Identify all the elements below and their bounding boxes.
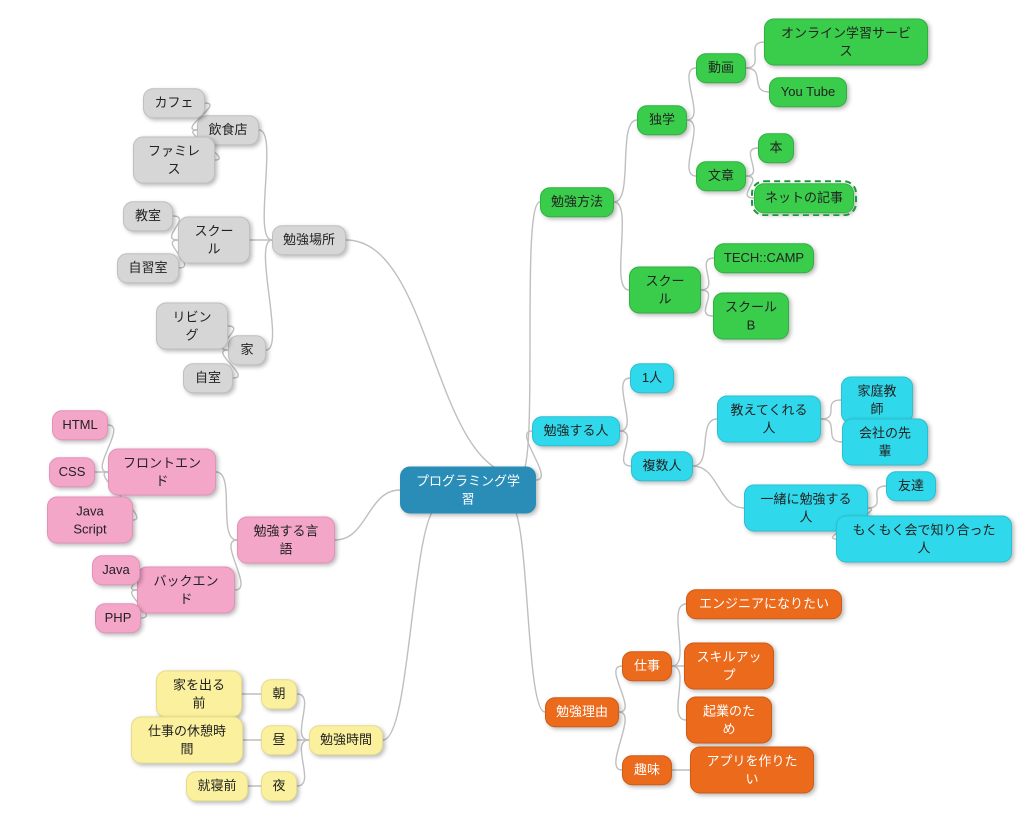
node-g8[interactable]: 家	[228, 335, 266, 365]
node-p3[interactable]: HTML	[52, 410, 108, 440]
node-y1[interactable]: 勉強時間	[309, 725, 383, 755]
node-g6[interactable]: 教室	[123, 201, 173, 231]
node-m2[interactable]: 独学	[637, 105, 687, 135]
node-g4[interactable]: ファミレス	[133, 136, 215, 183]
node-p8[interactable]: PHP	[95, 603, 141, 633]
node-p1[interactable]: 勉強する言語	[237, 516, 335, 563]
node-p7[interactable]: Java	[92, 555, 140, 585]
node-s9[interactable]: もくもく会で知り合った人	[836, 515, 1012, 562]
node-r5[interactable]: 起業のため	[686, 696, 772, 743]
node-m11[interactable]: スクール B	[713, 292, 789, 339]
node-r2[interactable]: 仕事	[622, 651, 672, 681]
node-m4[interactable]: オンライン学習サービス	[764, 18, 928, 65]
node-m10[interactable]: TECH::CAMP	[714, 243, 814, 273]
node-s6[interactable]: 会社の先輩	[842, 418, 928, 465]
node-m1[interactable]: 勉強方法	[540, 187, 614, 217]
node-g9[interactable]: リビング	[156, 302, 228, 349]
node-r4[interactable]: スキルアッ プ	[684, 642, 774, 689]
node-p5[interactable]: Java Script	[47, 496, 133, 543]
node-r1[interactable]: 勉強理由	[545, 697, 619, 727]
node-s3[interactable]: 複数人	[631, 451, 693, 481]
node-s2[interactable]: 1人	[630, 363, 674, 393]
node-m3[interactable]: 動画	[696, 53, 746, 83]
node-g1[interactable]: 勉強場所	[272, 225, 346, 255]
node-g7[interactable]: 自習室	[117, 253, 179, 283]
node-m6[interactable]: 文章	[696, 161, 746, 191]
node-y3[interactable]: 家を出る前	[156, 670, 242, 717]
node-s8[interactable]: 友達	[886, 471, 936, 501]
node-g5[interactable]: スクール	[178, 216, 250, 263]
node-m8[interactable]: ネットの記事	[754, 183, 854, 213]
node-r6[interactable]: 趣味	[622, 755, 672, 785]
node-p4[interactable]: CSS	[49, 457, 95, 487]
node-y6[interactable]: 夜	[261, 771, 297, 801]
node-m9[interactable]: スクール	[629, 266, 701, 313]
node-s5[interactable]: 家庭教師	[841, 376, 913, 423]
node-p6[interactable]: バックエンド	[137, 566, 235, 613]
node-m5[interactable]: You Tube	[769, 77, 847, 107]
node-c0[interactable]: プログラミング学習	[400, 466, 536, 513]
node-y2[interactable]: 朝	[261, 679, 297, 709]
node-y7[interactable]: 就寝前	[186, 771, 248, 801]
node-r3[interactable]: エンジニアになりたい	[686, 589, 842, 619]
mindmap-canvas: プログラミング学習勉強場所飲食店カフェファミレススクール教室自習室家リビング自室…	[0, 0, 1024, 832]
node-p2[interactable]: フロントエンド	[108, 448, 216, 495]
node-g10[interactable]: 自室	[183, 363, 233, 393]
node-m7[interactable]: 本	[758, 133, 794, 163]
node-s4[interactable]: 教えてくれる 人	[717, 395, 821, 442]
node-y4[interactable]: 昼	[261, 725, 297, 755]
node-y5[interactable]: 仕事の休憩時間	[131, 716, 243, 763]
node-r7[interactable]: アプリを作りたい	[690, 746, 814, 793]
node-g3[interactable]: カフェ	[143, 88, 205, 118]
node-s1[interactable]: 勉強する人	[532, 416, 620, 446]
